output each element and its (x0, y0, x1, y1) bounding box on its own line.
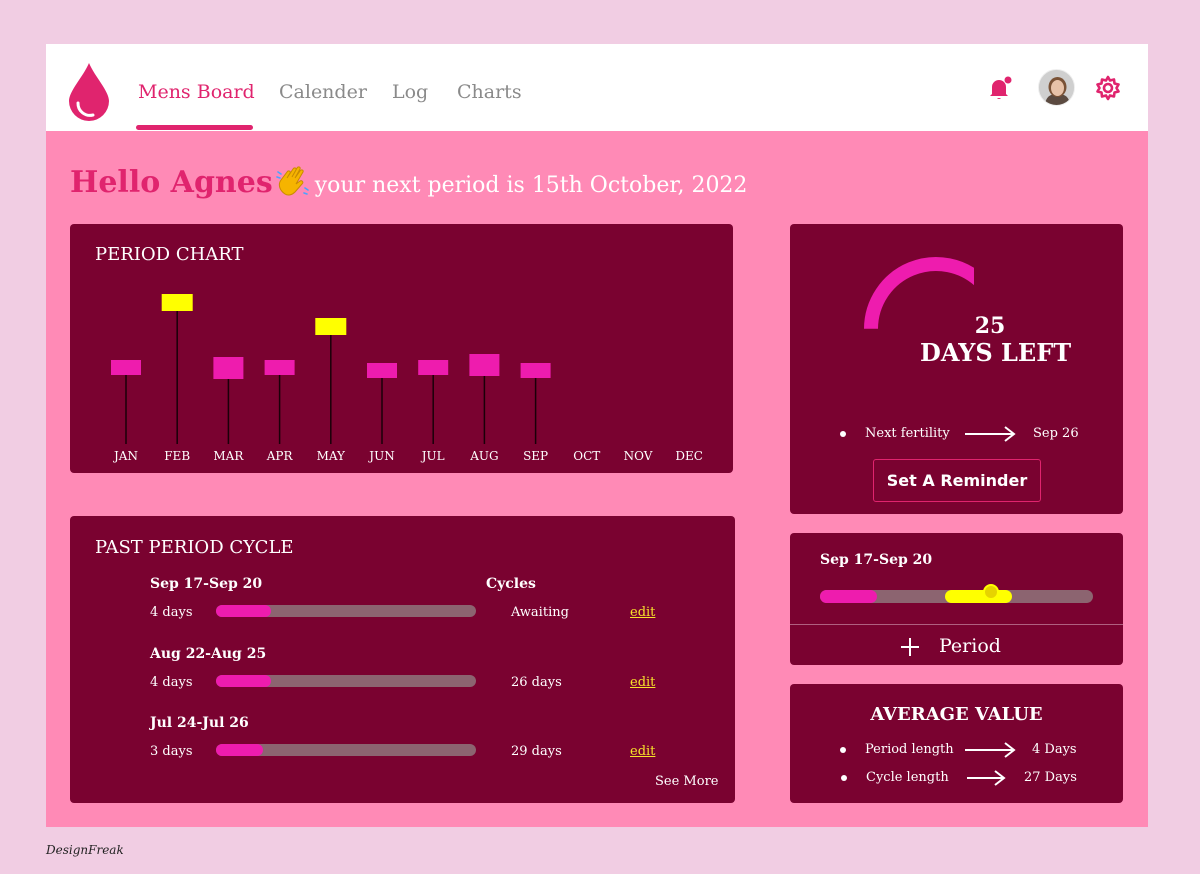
average-label: Period length (865, 742, 954, 757)
designer-credit: DesignFreak (46, 843, 124, 857)
x-tick-label: JUN (367, 449, 394, 463)
tab-calender[interactable]: Calender (279, 81, 367, 103)
average-title: AVERAGE VALUE (870, 704, 1043, 725)
x-tick-label: SEP (523, 449, 548, 463)
cycle-progress-fill (216, 744, 263, 756)
bar-marker (264, 360, 295, 375)
fertility-date: Sep 26 (1033, 426, 1079, 441)
slider-pink-segment (820, 590, 877, 603)
cycles-header: Cycles (486, 576, 536, 592)
x-tick-label: FEB (164, 449, 190, 463)
cycle-range: Jul 24-Jul 26 (150, 715, 249, 731)
add-period-label: Period (939, 635, 1001, 657)
app-window: Mens Board Calender Log Charts He (46, 44, 1148, 827)
average-label: Cycle length (866, 770, 949, 785)
plus-icon (901, 638, 919, 656)
arrow-right-icon (967, 770, 1006, 786)
see-more-link[interactable]: See More (655, 774, 719, 789)
bullet-icon (841, 775, 847, 781)
bullet-icon (840, 747, 846, 753)
x-tick-label: AUG (469, 449, 498, 463)
cycle-progress-bar (216, 605, 476, 617)
set-reminder-button[interactable]: Set A Reminder (873, 459, 1041, 502)
cycle-duration: 4 days (150, 675, 193, 690)
x-tick-label: DEC (675, 449, 703, 463)
divider (790, 624, 1123, 625)
x-tick-label: APR (266, 449, 294, 463)
cycle-duration: 4 days (150, 605, 193, 620)
active-tab-indicator (136, 125, 253, 130)
average-value: 27 Days (1024, 770, 1077, 785)
bar-marker (418, 360, 449, 375)
period-chart-title: PERIOD CHART (95, 244, 244, 265)
next-period-message: your next period is 15th October, 2022 (314, 173, 748, 198)
edit-link[interactable]: edit (630, 605, 656, 620)
edit-link[interactable]: edit (630, 744, 656, 759)
edit-link[interactable]: edit (630, 675, 656, 690)
drop-logo-icon[interactable] (69, 63, 109, 121)
x-tick-label: JAN (112, 449, 138, 463)
past-period-cycle-card: PAST PERIOD CYCLE Cycles Sep 17-Sep 20 4… (70, 516, 735, 803)
days-left-ring (864, 257, 974, 329)
avatar[interactable] (1038, 69, 1075, 106)
cycle-progress-fill (216, 675, 271, 687)
days-left-count: 25 (974, 313, 1006, 339)
x-tick-label: MAY (317, 449, 346, 463)
average-value-card: AVERAGE VALUE Period length 4 Days Cycle… (790, 684, 1123, 803)
bar-marker (161, 294, 193, 311)
waving-hand-icon (275, 166, 309, 196)
x-tick-label: MAR (213, 449, 244, 463)
period-range: Sep 17-Sep 20 (820, 552, 933, 568)
x-tick-label: OCT (573, 449, 600, 463)
bar-marker (469, 354, 500, 376)
bullet-icon (840, 431, 846, 437)
gear-icon[interactable] (1095, 75, 1121, 101)
cycle-length: 29 days (511, 744, 562, 759)
cycle-range: Aug 22-Aug 25 (150, 646, 267, 662)
countdown-card: 25 DAYS LEFT Next fertility Sep 26 Set A… (790, 224, 1123, 514)
cycle-range: Sep 17-Sep 20 (150, 576, 263, 592)
arrow-right-icon (965, 742, 1016, 758)
fertility-label: Next fertility (865, 426, 950, 441)
greeting: Hello Agnes your next period is 15th Oct… (70, 164, 747, 200)
days-left-label: DAYS LEFT (920, 338, 1072, 367)
tab-mens-board[interactable]: Mens Board (138, 81, 255, 103)
period-slider-track[interactable] (820, 590, 1093, 603)
tab-charts[interactable]: Charts (457, 81, 522, 103)
bar-marker (520, 363, 551, 378)
cycle-length: Awaiting (511, 605, 569, 620)
arrow-right-icon (965, 426, 1016, 442)
cycle-progress-fill (216, 605, 271, 617)
bar-marker (367, 363, 397, 378)
bar-marker (315, 318, 347, 335)
tab-log[interactable]: Log (392, 81, 429, 103)
past-cycle-title: PAST PERIOD CYCLE (95, 537, 294, 558)
period-chart-card: PERIOD CHART JAN FEB MAR APR MAY JUN JUL AUG SEP… (70, 224, 733, 473)
x-tick-label: NOV (624, 449, 653, 463)
period-chart: JAN FEB MAR APR MAY JUN JUL AUG SEP OCT NOV DEC (111, 294, 703, 463)
average-value: 4 Days (1032, 742, 1077, 757)
user-photo-icon (1039, 70, 1074, 105)
x-tick-label: JUL (420, 449, 445, 463)
cycle-progress-bar (216, 744, 476, 756)
slider-yellow-segment (945, 590, 1012, 603)
cycle-length: 26 days (511, 675, 562, 690)
bar-marker (213, 357, 244, 379)
cycle-progress-bar (216, 675, 476, 687)
bar-marker (111, 360, 141, 375)
bell-icon[interactable] (987, 75, 1013, 101)
cycle-duration: 3 days (150, 744, 193, 759)
greeting-name: Hello Agnes (70, 165, 273, 200)
slider-handle[interactable] (983, 584, 999, 600)
top-navigation-bar: Mens Board Calender Log Charts (46, 44, 1148, 131)
period-tracker-card: Sep 17-Sep 20 Period (790, 533, 1123, 665)
